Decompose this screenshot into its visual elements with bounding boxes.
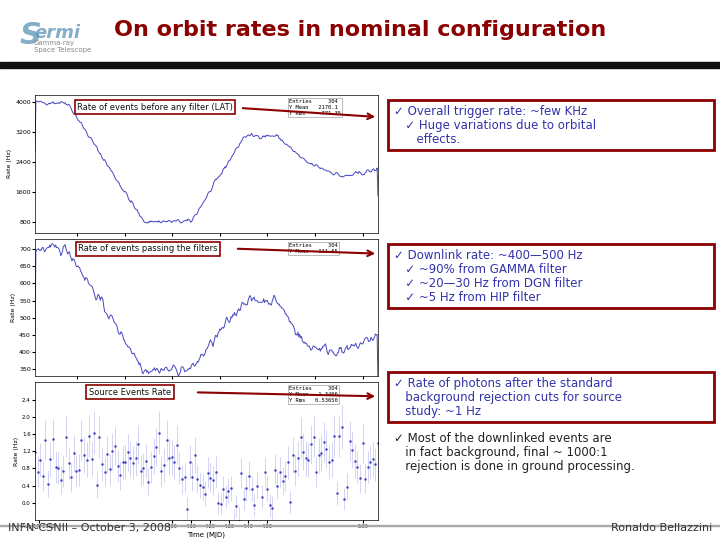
FancyBboxPatch shape xyxy=(388,373,714,422)
Text: Source Events Rate: Source Events Rate xyxy=(89,388,171,397)
X-axis label: Time (MJD): Time (MJD) xyxy=(187,532,225,538)
Text: ✓ Rate of photons after the standard: ✓ Rate of photons after the standard xyxy=(394,377,613,390)
Text: ✓ Huge variations due to orbital: ✓ Huge variations due to orbital xyxy=(394,119,596,132)
Text: S: S xyxy=(20,21,42,50)
Text: Rate of events passing the filters: Rate of events passing the filters xyxy=(78,244,217,253)
FancyBboxPatch shape xyxy=(388,244,714,308)
Text: rejection is done in ground processing.: rejection is done in ground processing. xyxy=(394,460,635,474)
Bar xyxy=(0,62,720,68)
Text: ✓ Most of the downlinked events are: ✓ Most of the downlinked events are xyxy=(394,433,611,446)
Text: Ronaldo Bellazzini: Ronaldo Bellazzini xyxy=(611,523,712,533)
Text: Gamma-ray: Gamma-ray xyxy=(34,40,75,46)
Text: study: ~1 Hz: study: ~1 Hz xyxy=(394,406,481,419)
Y-axis label: Rate (Hz): Rate (Hz) xyxy=(7,149,12,178)
Text: ✓ ~5 Hz from HIP filter: ✓ ~5 Hz from HIP filter xyxy=(394,291,541,303)
Y-axis label: Rate (Hz): Rate (Hz) xyxy=(14,437,19,465)
FancyBboxPatch shape xyxy=(388,100,714,150)
Text: ✓ ~20—30 Hz from DGN filter: ✓ ~20—30 Hz from DGN filter xyxy=(394,276,582,289)
Text: Rate of events before any filter (LAT): Rate of events before any filter (LAT) xyxy=(77,103,233,111)
Text: in fact background, final ~ 1000:1: in fact background, final ~ 1000:1 xyxy=(394,447,608,460)
Text: INFN-CSNII – October 3, 2008: INFN-CSNII – October 3, 2008 xyxy=(8,523,171,533)
Text: Space Telescope: Space Telescope xyxy=(34,47,91,53)
Y-axis label: Rate (Hz): Rate (Hz) xyxy=(12,293,17,322)
Text: Entries     304
Y Mean   1.3466
Y Rms   0.53650: Entries 304 Y Mean 1.3466 Y Rms 0.53650 xyxy=(289,387,338,403)
Text: On orbit rates in nominal configuration: On orbit rates in nominal configuration xyxy=(114,20,606,40)
Text: ✓ Overall trigger rate: ~few KHz: ✓ Overall trigger rate: ~few KHz xyxy=(394,105,588,118)
Text: Entries     304
Y Mean   2170.1
Y Rms     771.35: Entries 304 Y Mean 2170.1 Y Rms 771.35 xyxy=(289,99,341,116)
Text: Entries     304
Y Mean   111.65: Entries 304 Y Mean 111.65 xyxy=(289,243,338,254)
Text: background rejection cuts for source: background rejection cuts for source xyxy=(394,392,622,404)
Text: effects.: effects. xyxy=(394,133,460,146)
Text: ✓ Downlink rate: ~400—500 Hz: ✓ Downlink rate: ~400—500 Hz xyxy=(394,248,582,262)
Bar xyxy=(0,525,720,526)
Text: ✓ ~90% from GAMMA filter: ✓ ~90% from GAMMA filter xyxy=(394,262,567,275)
Text: ermi: ermi xyxy=(34,24,80,42)
